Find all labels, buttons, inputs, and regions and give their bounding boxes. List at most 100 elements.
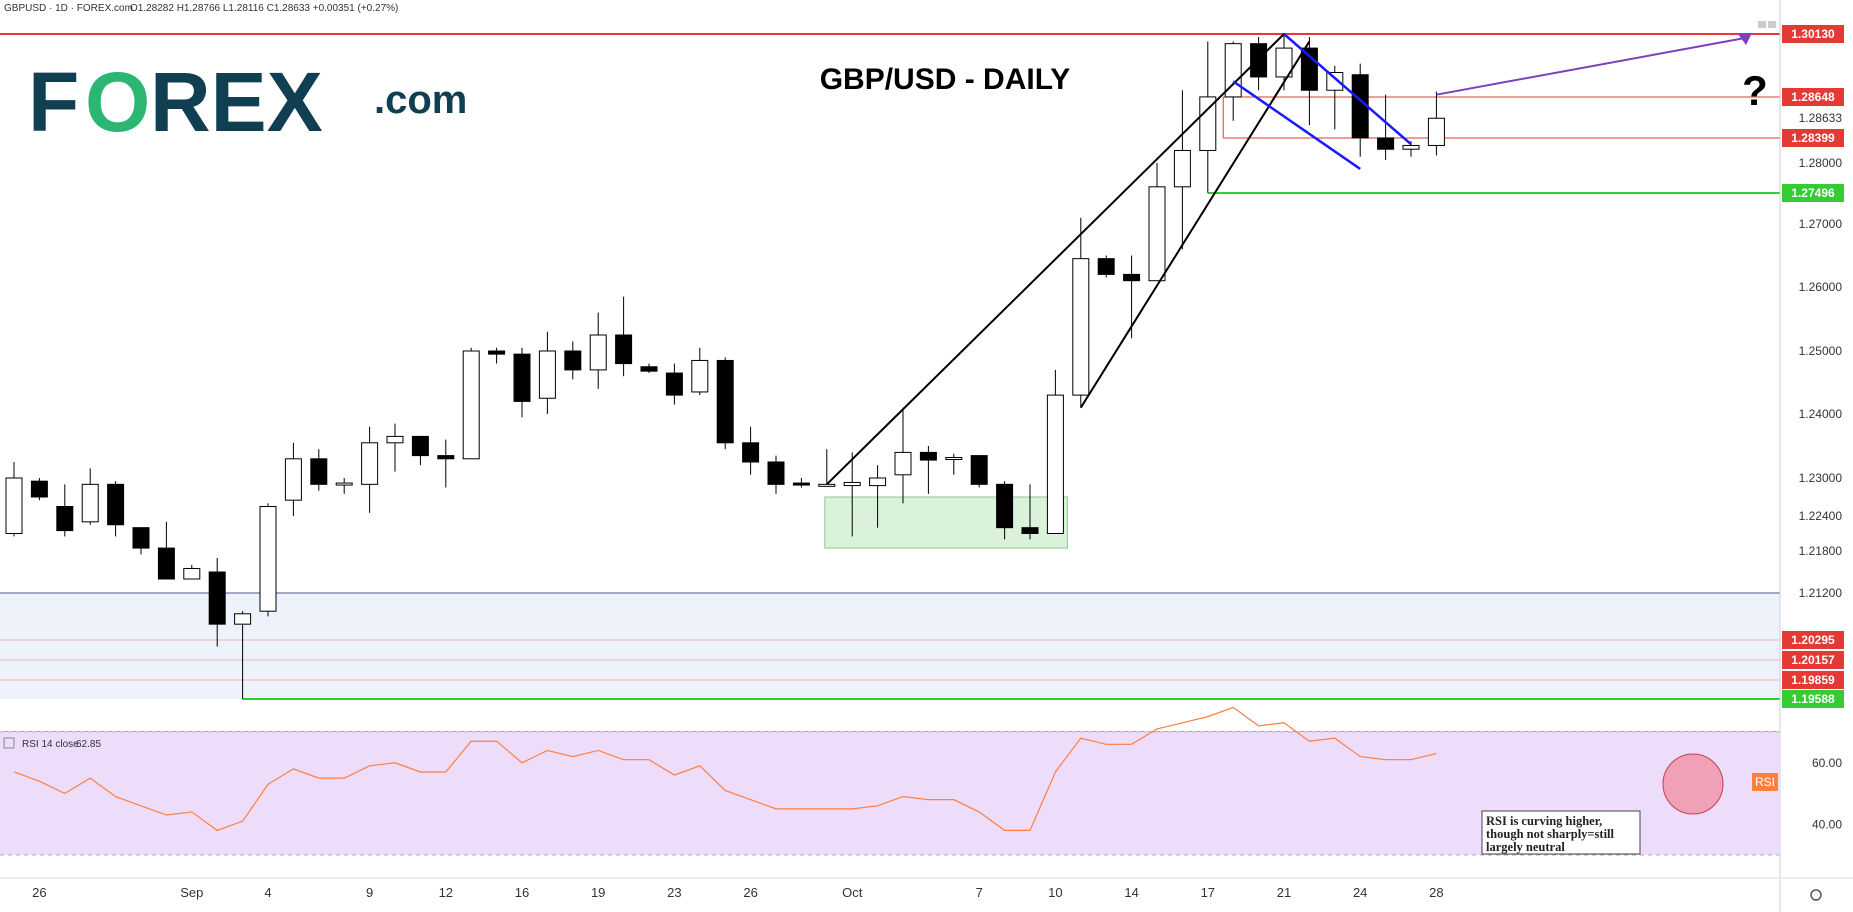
price-badge-bg xyxy=(1782,651,1844,669)
candle-body xyxy=(843,481,861,487)
price-badge-label: 1.30130 xyxy=(1791,27,1835,41)
candle-body xyxy=(767,461,785,485)
candle-body xyxy=(81,483,99,523)
candle xyxy=(107,481,125,537)
candle xyxy=(513,347,531,418)
rsi-note: RSI is curving higher, though not sharpl… xyxy=(1481,810,1641,855)
gear-icon[interactable] xyxy=(1810,889,1822,901)
candle xyxy=(945,453,963,475)
price-badge-label: 1.19588 xyxy=(1791,692,1835,706)
candle xyxy=(1173,90,1191,250)
price-badge: 1.20157 xyxy=(1782,651,1844,669)
candle-body xyxy=(335,482,353,486)
candle xyxy=(691,347,709,396)
candle-body xyxy=(107,483,125,526)
candle-body xyxy=(411,435,429,457)
candle xyxy=(284,442,302,516)
flag-lower-line[interactable] xyxy=(1232,80,1361,170)
candle xyxy=(488,347,506,364)
rsi-highlight-circle xyxy=(1662,753,1724,815)
candle-body xyxy=(818,483,836,487)
candle-body xyxy=(1021,527,1039,535)
date-tick-label: 26 xyxy=(743,885,757,900)
candle-body xyxy=(716,359,734,444)
price-badge: 1.28633 xyxy=(1799,111,1843,125)
date-tick-label: 24 xyxy=(1353,885,1367,900)
date-tick-label: 14 xyxy=(1124,885,1138,900)
candle-body xyxy=(792,482,810,486)
price-badge-bg xyxy=(1782,88,1844,106)
candle xyxy=(792,478,810,488)
candle-body xyxy=(1427,117,1445,146)
candle xyxy=(310,449,328,491)
candle xyxy=(1021,484,1039,540)
price-badge-bg xyxy=(1782,631,1844,649)
date-tick-label: Sep xyxy=(180,885,203,900)
candle-body xyxy=(132,527,150,549)
candle xyxy=(767,455,785,494)
price-badge-label: 1.28633 xyxy=(1799,111,1843,125)
question-mark: ? xyxy=(1742,67,1768,114)
wedge-upper-line[interactable] xyxy=(826,33,1285,486)
date-tick-label: 16 xyxy=(515,885,529,900)
rsi-note-line-3: largely neutral xyxy=(1486,840,1565,854)
candle xyxy=(894,407,912,504)
price-badge-label: 1.20295 xyxy=(1791,633,1835,647)
candle xyxy=(919,446,937,494)
candle-body xyxy=(589,334,607,371)
pane-maximize-button[interactable] xyxy=(1768,21,1776,28)
price-badge: 1.30130 xyxy=(1782,25,1844,43)
price-tick-label: 1.21800 xyxy=(1799,544,1843,558)
date-tick-label: 4 xyxy=(264,885,271,900)
price-badge-bg xyxy=(1782,25,1844,43)
candle xyxy=(1427,91,1445,156)
candle xyxy=(564,341,582,380)
candle-body xyxy=(259,506,277,612)
candle xyxy=(615,296,633,377)
logo-tld: .com xyxy=(374,78,467,122)
candle xyxy=(208,558,226,647)
candle-body xyxy=(894,451,912,476)
price-tick-label: 1.24000 xyxy=(1799,407,1843,421)
candle xyxy=(716,357,734,450)
rsi-tick-label: 40.00 xyxy=(1812,817,1842,831)
candle-body xyxy=(1402,144,1420,150)
candle-body xyxy=(869,477,887,487)
candle-body xyxy=(1326,72,1344,91)
candle xyxy=(996,481,1014,540)
candle xyxy=(1097,255,1115,278)
candle-body xyxy=(640,366,658,372)
projection-arrow[interactable] xyxy=(1436,37,1746,96)
price-badge: 1.28648 xyxy=(1782,88,1844,106)
price-tick-label: 1.25000 xyxy=(1799,344,1843,358)
date-tick-label: 12 xyxy=(439,885,453,900)
projection-arrow-head xyxy=(1738,33,1752,45)
rsi-note-line-2: though not sharply=still xyxy=(1486,827,1615,841)
chart-title: GBP/USD - DAILY xyxy=(820,63,1071,96)
candle-body xyxy=(665,372,683,396)
candle xyxy=(183,565,201,580)
candle-body xyxy=(361,442,379,485)
candle xyxy=(361,426,379,513)
candle xyxy=(386,423,404,472)
date-tick-label: Oct xyxy=(842,885,863,900)
logo-middle: O xyxy=(85,55,150,149)
candle-body xyxy=(386,435,404,444)
candle xyxy=(665,363,683,405)
symbol-label[interactable]: GBPUSD · 1D · FOREX.com xyxy=(4,3,133,14)
candle-body xyxy=(538,350,556,399)
candle-body xyxy=(208,571,226,625)
wedge-lower-line[interactable] xyxy=(1079,40,1311,409)
candle-body xyxy=(919,451,937,461)
candle xyxy=(843,452,861,537)
price-tick-label: 1.22400 xyxy=(1799,509,1843,523)
price-badge: 1.28399 xyxy=(1782,129,1844,147)
candle-body xyxy=(284,458,302,501)
candle-body xyxy=(945,457,963,461)
pane-restore-button[interactable] xyxy=(1758,21,1766,28)
flag-upper-line[interactable] xyxy=(1283,33,1412,146)
price-tick-label: 1.23000 xyxy=(1799,471,1843,485)
rsi-tag-bg xyxy=(1752,773,1778,791)
candle xyxy=(56,484,74,537)
candle-body xyxy=(996,483,1014,529)
